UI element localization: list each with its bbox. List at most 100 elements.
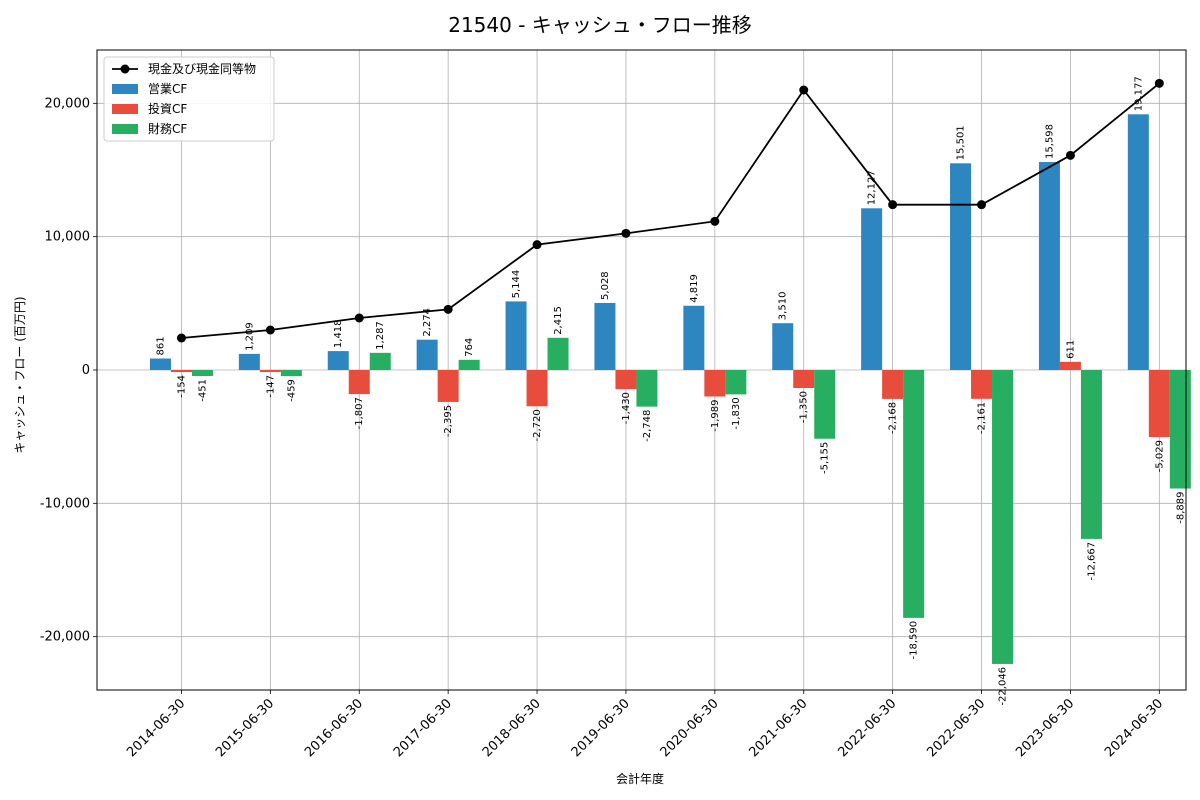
bar-data-label: -154 — [176, 375, 187, 398]
x-tick-label: 2019-06-30 — [569, 696, 633, 760]
x-tick-label: 2022-06-30 — [924, 696, 988, 760]
bar-investing — [793, 370, 815, 388]
bar-data-label: 12,127 — [867, 170, 878, 205]
x-tick-label: 2017-06-30 — [391, 696, 455, 760]
y-axis-label: キャッシュ・フロー (百万円) — [13, 296, 27, 453]
cash-point — [265, 325, 275, 335]
x-tick-label: 2016-06-30 — [302, 696, 366, 760]
cash-point — [710, 216, 720, 226]
legend-box — [103, 56, 275, 142]
bar-data-label: 4,819 — [689, 274, 700, 303]
x-tick-label: 2023-06-30 — [1013, 696, 1077, 760]
x-tick-label: 2022-06-30 — [835, 696, 899, 760]
bar-operating — [327, 351, 349, 370]
y-tick-label: 10,000 — [45, 230, 91, 245]
bar-operating — [238, 353, 260, 370]
bar-financing — [903, 370, 925, 618]
bar-investing — [348, 370, 370, 395]
bar-investing — [1059, 361, 1081, 370]
bar-data-label: 1,418 — [333, 319, 344, 348]
bar-data-label: -459 — [286, 379, 297, 402]
bar-operating — [1038, 162, 1060, 370]
bar-investing — [1148, 370, 1170, 438]
legend-swatch — [112, 84, 138, 94]
bar-data-label: -2,720 — [532, 409, 543, 441]
bar-operating — [861, 208, 883, 370]
bar-operating — [683, 305, 705, 370]
bar-data-label: 611 — [1065, 340, 1076, 359]
bar-data-label: -1,830 — [731, 397, 742, 429]
bar-data-label: -12,667 — [1086, 542, 1097, 581]
bar-operating — [149, 358, 171, 370]
bar-data-label: 3,510 — [778, 292, 789, 321]
y-tick-label: -20,000 — [40, 630, 90, 645]
bar-investing — [526, 370, 548, 407]
bar-investing — [259, 370, 281, 372]
x-tick-label: 2018-06-30 — [480, 696, 544, 760]
bar-financing — [636, 370, 658, 407]
bar-data-label: -18,590 — [909, 621, 920, 660]
bar-data-label: 2,274 — [422, 308, 433, 337]
cash-point — [621, 228, 631, 238]
cash-point — [354, 313, 364, 323]
bar-operating — [1127, 114, 1149, 370]
cash-point — [532, 240, 542, 250]
bar-data-label: 15,598 — [1044, 124, 1055, 159]
cash-line — [181, 82, 1160, 339]
bar-data-label: -2,748 — [642, 410, 653, 442]
legend-swatch — [112, 124, 138, 134]
bar-operating — [950, 163, 972, 370]
bar-investing — [437, 370, 459, 402]
bar-financing — [547, 337, 569, 370]
bar-data-label: -147 — [265, 375, 276, 398]
bar-financing — [369, 352, 391, 370]
cash-point — [977, 200, 987, 210]
y-tick-label: 20,000 — [45, 96, 91, 111]
bar-investing — [704, 370, 726, 397]
bar-financing — [191, 370, 213, 377]
bar-data-label: -1,807 — [354, 397, 365, 429]
bar-data-label: 19,177 — [1133, 76, 1144, 111]
bar-data-label: -451 — [197, 379, 208, 402]
legend-line-marker — [120, 64, 130, 74]
bar-investing — [170, 370, 192, 373]
bar-investing — [615, 370, 637, 390]
bar-data-label: -2,395 — [443, 405, 454, 437]
cash-point — [1154, 78, 1164, 88]
legend-label: 財務CF — [148, 121, 187, 136]
cash-point — [1065, 150, 1075, 160]
bar-data-label: 764 — [464, 338, 475, 357]
bar-data-label: 2,415 — [553, 306, 564, 335]
bar-data-label: -5,155 — [820, 442, 831, 474]
cash-point — [443, 304, 453, 314]
y-tick-label: 0 — [82, 363, 90, 378]
y-tick-label: -10,000 — [40, 496, 90, 511]
legend-label: 現金及び現金同等物 — [148, 61, 256, 76]
data-labels-layer: 861 1,209 1,418 2,274 5,144 5,028 4,819 3,510 12… — [155, 76, 1186, 705]
bar-data-label: -1,989 — [710, 400, 721, 432]
bar-data-label: 1,209 — [244, 322, 255, 351]
legend-label: 営業CF — [148, 82, 187, 96]
bar-investing — [882, 370, 904, 399]
bar-data-label: 861 — [155, 336, 166, 355]
x-tick-label: 2021-06-30 — [747, 696, 811, 760]
bar-data-label: -2,168 — [888, 402, 899, 434]
bar-operating — [772, 323, 794, 370]
cash-line-layer — [176, 78, 1164, 343]
bar-financing — [725, 370, 747, 395]
bar-data-label: -22,046 — [998, 667, 1009, 706]
bar-data-label: -8,889 — [1175, 492, 1186, 524]
x-axis-label: 会計年度 — [616, 771, 664, 786]
axes-layer: -20,000 -10,000 0 10,000 20,000 2014-06-30 201… — [40, 49, 1187, 760]
bar-investing — [971, 370, 993, 399]
bar-financing — [458, 359, 480, 370]
bar-data-label: 5,144 — [511, 270, 522, 299]
bar-data-label: 15,501 — [956, 125, 967, 160]
bar-financing — [1169, 370, 1191, 489]
bars-layer — [149, 114, 1191, 664]
plot-frame — [96, 49, 1187, 691]
x-tick-label: 2024-06-30 — [1102, 696, 1166, 760]
bar-financing — [280, 370, 302, 377]
bar-financing — [814, 370, 836, 439]
